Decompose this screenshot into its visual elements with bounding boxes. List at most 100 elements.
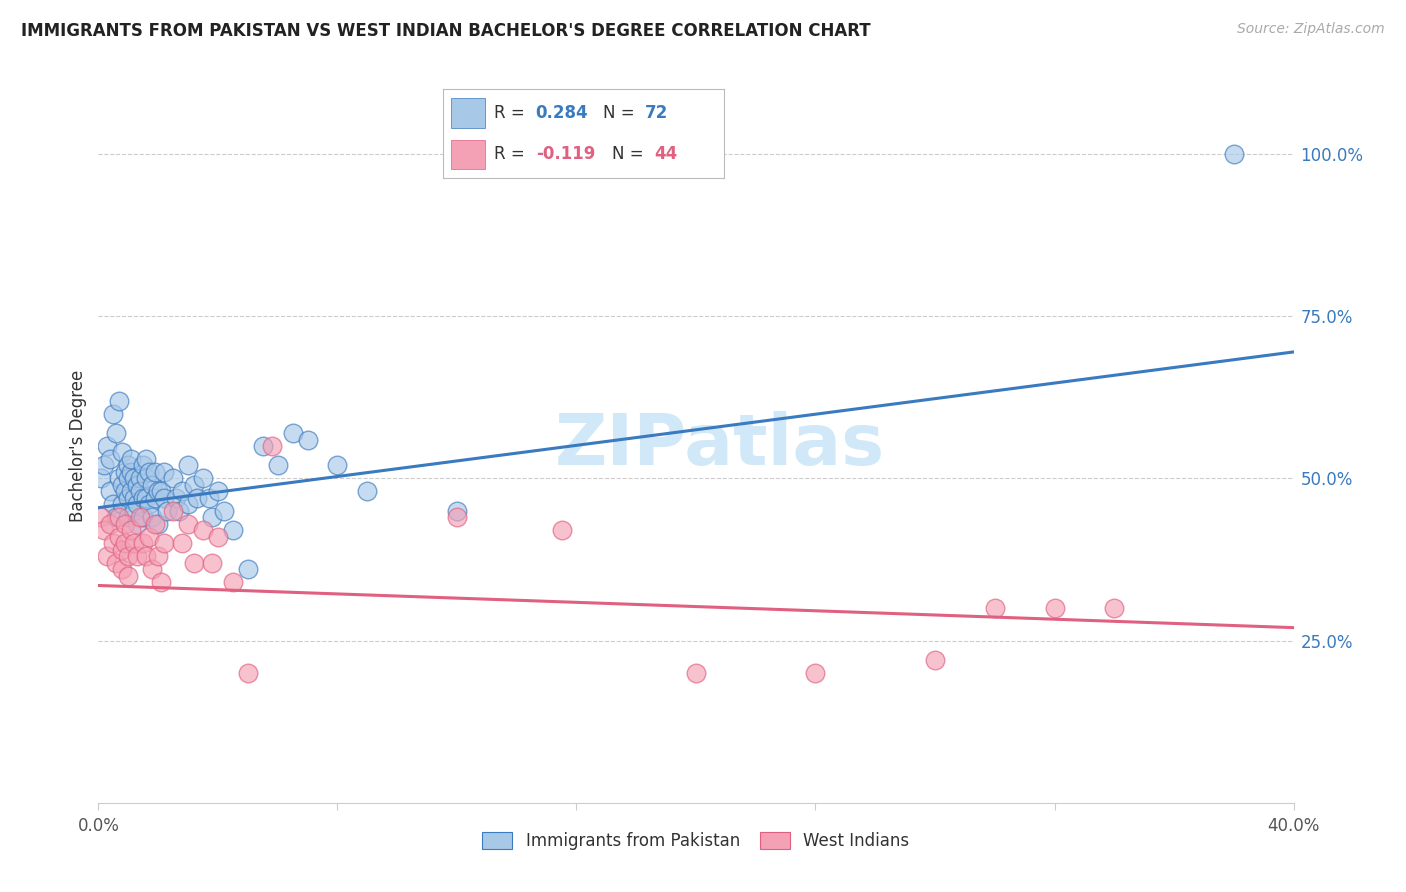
Point xyxy=(103,536,125,550)
Point xyxy=(685,666,707,681)
Point xyxy=(135,549,157,564)
Point xyxy=(984,601,1007,615)
Point xyxy=(105,425,128,440)
Point xyxy=(129,510,152,524)
Point xyxy=(108,530,131,544)
Point xyxy=(135,471,157,485)
Point xyxy=(1104,601,1126,615)
Point xyxy=(446,504,468,518)
Point xyxy=(114,536,136,550)
Point xyxy=(153,536,176,550)
Point xyxy=(156,504,179,518)
Point xyxy=(236,562,259,576)
Point xyxy=(326,458,349,473)
Point xyxy=(177,516,200,531)
Point xyxy=(207,484,229,499)
Point xyxy=(124,491,146,505)
Point xyxy=(117,471,139,485)
Point xyxy=(177,458,200,473)
Point xyxy=(127,478,149,492)
Point xyxy=(297,433,319,447)
Point xyxy=(111,445,134,459)
Point xyxy=(105,510,128,524)
Text: Source: ZipAtlas.com: Source: ZipAtlas.com xyxy=(1237,22,1385,37)
Point xyxy=(201,510,224,524)
Point xyxy=(201,556,224,570)
Point xyxy=(172,536,194,550)
Point xyxy=(141,562,163,576)
Point xyxy=(129,471,152,485)
Text: ZIPatlas: ZIPatlas xyxy=(555,411,884,481)
Point xyxy=(93,524,115,538)
Point xyxy=(117,549,139,564)
Point xyxy=(117,491,139,505)
Point xyxy=(135,452,157,467)
Point xyxy=(141,510,163,524)
Point xyxy=(138,465,160,479)
Point xyxy=(143,491,166,505)
Point xyxy=(148,484,170,499)
Text: R =: R = xyxy=(494,104,530,122)
Legend: Immigrants from Pakistan, West Indians: Immigrants from Pakistan, West Indians xyxy=(474,824,918,859)
Point xyxy=(98,516,122,531)
Point xyxy=(153,491,176,505)
Point xyxy=(117,568,139,582)
Point xyxy=(93,458,115,473)
Point xyxy=(143,516,166,531)
Point xyxy=(191,471,214,485)
Point xyxy=(117,510,139,524)
Point xyxy=(132,491,155,505)
Point xyxy=(132,510,155,524)
Point xyxy=(186,491,208,505)
Point xyxy=(153,465,176,479)
Point xyxy=(114,465,136,479)
Point xyxy=(129,484,152,499)
Point xyxy=(143,465,166,479)
Point xyxy=(127,549,149,564)
Point xyxy=(103,407,125,421)
Point xyxy=(172,484,194,499)
Point xyxy=(120,452,142,467)
Point xyxy=(191,524,214,538)
Point xyxy=(550,524,572,538)
Point xyxy=(236,666,259,681)
Point xyxy=(124,504,146,518)
Point xyxy=(183,478,205,492)
Point xyxy=(96,439,118,453)
Point xyxy=(111,478,134,492)
Point xyxy=(924,653,946,667)
Point xyxy=(177,497,200,511)
Point xyxy=(281,425,304,440)
Point xyxy=(804,666,827,681)
Point xyxy=(198,491,221,505)
Point xyxy=(90,510,112,524)
Point xyxy=(356,484,378,499)
Point xyxy=(127,516,149,531)
Point xyxy=(124,471,146,485)
Text: 72: 72 xyxy=(645,104,669,122)
Text: -0.119: -0.119 xyxy=(536,145,595,163)
Point xyxy=(111,542,134,557)
Point xyxy=(162,504,184,518)
Point xyxy=(98,452,122,467)
Y-axis label: Bachelor's Degree: Bachelor's Degree xyxy=(69,370,87,522)
Point xyxy=(132,458,155,473)
Point xyxy=(138,530,160,544)
Point xyxy=(120,484,142,499)
Point xyxy=(138,497,160,511)
FancyBboxPatch shape xyxy=(451,140,485,169)
Point xyxy=(103,497,125,511)
Point xyxy=(165,491,187,505)
Point xyxy=(114,516,136,531)
Point xyxy=(141,478,163,492)
Text: N =: N = xyxy=(612,145,648,163)
Point xyxy=(111,497,134,511)
Point xyxy=(222,575,245,590)
Point xyxy=(148,516,170,531)
Point xyxy=(135,491,157,505)
Point xyxy=(90,471,112,485)
Point xyxy=(108,393,131,408)
Point xyxy=(120,465,142,479)
Point xyxy=(167,504,190,518)
Point xyxy=(267,458,290,473)
